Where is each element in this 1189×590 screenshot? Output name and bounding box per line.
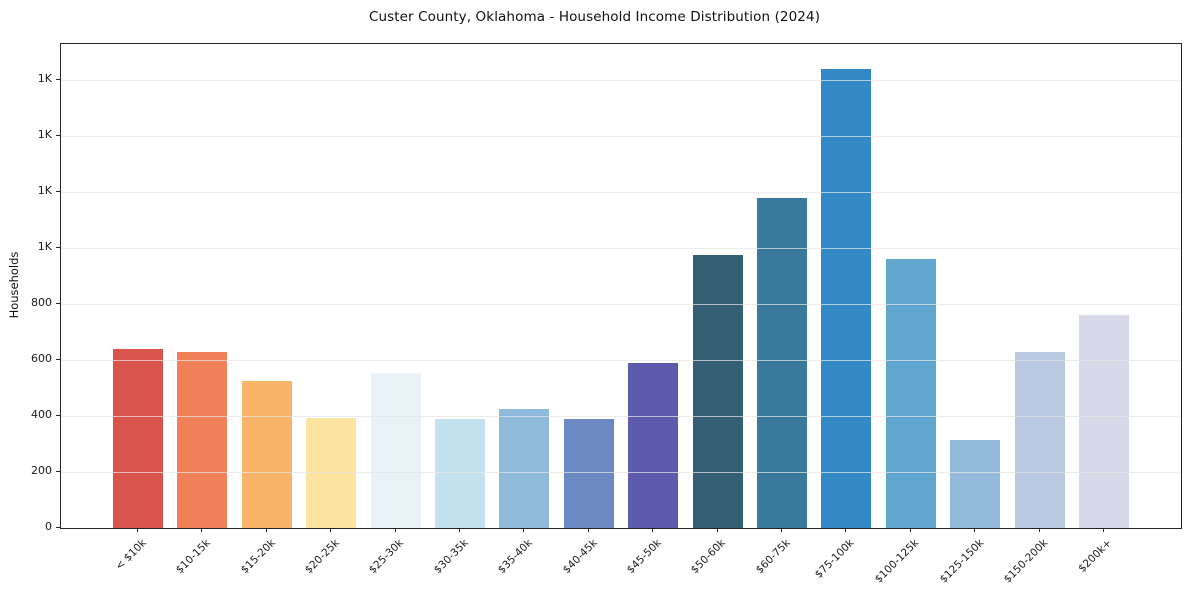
x-tick-mark	[523, 528, 525, 532]
x-tick-label: $35-40k	[495, 537, 535, 577]
gridline	[61, 135, 1181, 137]
bar-$30-35k	[435, 418, 485, 528]
plot-area	[60, 43, 1182, 529]
x-tick-label: $45-50k	[624, 537, 664, 577]
gridline	[61, 191, 1181, 193]
y-tick-label: 1K	[37, 240, 52, 254]
y-tick-label: 0	[45, 520, 52, 533]
x-tick-mark	[201, 528, 203, 532]
x-tick-label: $40-45k	[560, 537, 600, 577]
y-tick-label: 1K	[37, 128, 52, 142]
y-tick-mark	[56, 415, 60, 417]
x-tick-mark	[652, 528, 654, 532]
y-tick-label: 800	[31, 296, 52, 310]
y-tick-mark	[56, 303, 60, 305]
bar-$25-30k	[370, 372, 421, 528]
gridline	[61, 79, 1181, 81]
y-tick-label: 600	[31, 352, 52, 366]
y-tick-mark	[56, 527, 60, 528]
chart-title: Custer County, Oklahoma - Household Inco…	[368, 9, 821, 25]
x-tick-label: $25-30k	[367, 537, 407, 577]
x-tick-mark	[137, 528, 138, 532]
gridline	[61, 359, 1181, 361]
x-tick-label: $10-15k	[173, 537, 213, 577]
gridline	[61, 247, 1181, 249]
bar-< $10k	[113, 348, 163, 528]
y-tick-mark	[56, 359, 60, 361]
x-tick-label: $60-75k	[753, 537, 793, 577]
x-tick-label: < $10k	[112, 537, 149, 573]
bar-$75-100k	[821, 69, 872, 528]
y-tick-label: 1K	[37, 184, 52, 198]
x-tick-mark	[909, 528, 911, 532]
x-tick-label: $20-25k	[302, 537, 342, 577]
bar-$20-25k	[306, 417, 357, 528]
y-tick-mark	[56, 135, 60, 137]
y-tick-label: 400	[31, 408, 52, 422]
bar-$15-20k	[241, 381, 292, 528]
gridline	[61, 303, 1181, 305]
bar-$45-50k	[628, 362, 679, 528]
y-tick-label: 200	[31, 464, 52, 478]
x-tick-label: $125-150k	[937, 537, 986, 586]
x-tick-label: $200k+	[1076, 537, 1115, 575]
x-tick-mark	[1103, 528, 1104, 532]
x-tick-mark	[587, 528, 589, 532]
x-tick-mark	[845, 528, 847, 532]
x-tick-label: $150-200k	[1001, 537, 1051, 586]
bar-$100-125k	[885, 259, 936, 528]
bar-$125-150k	[950, 439, 1001, 528]
x-tick-label: $100-125k	[872, 537, 922, 586]
x-tick-mark	[394, 528, 396, 532]
x-tick-label: $30-35k	[431, 537, 471, 577]
x-tick-mark	[330, 528, 332, 532]
x-tick-label: $50-60k	[689, 537, 729, 577]
y-tick-mark	[56, 247, 60, 249]
x-tick-mark	[1038, 528, 1040, 532]
y-tick-mark	[56, 79, 60, 81]
bar-$50-60k	[692, 255, 743, 528]
x-tick-label: $15-20k	[238, 537, 278, 577]
x-tick-mark	[459, 528, 460, 532]
x-tick-mark	[265, 528, 267, 532]
y-tick-label: 1K	[37, 72, 52, 86]
bar-$10-15k	[177, 351, 228, 528]
x-tick-label: $75-100k	[813, 537, 857, 581]
bar-$150-200k	[1014, 351, 1065, 528]
y-tick-mark	[56, 471, 60, 473]
x-tick-mark	[716, 528, 718, 532]
gridline	[61, 415, 1181, 417]
bar-$60-75k	[757, 197, 807, 528]
bar-$35-40k	[499, 409, 550, 528]
x-tick-mark	[781, 528, 782, 532]
gridline	[61, 471, 1181, 473]
y-tick-mark	[56, 191, 60, 193]
bar-$40-45k	[563, 418, 614, 528]
x-tick-mark	[974, 528, 976, 532]
bar-$200k+	[1079, 315, 1129, 528]
